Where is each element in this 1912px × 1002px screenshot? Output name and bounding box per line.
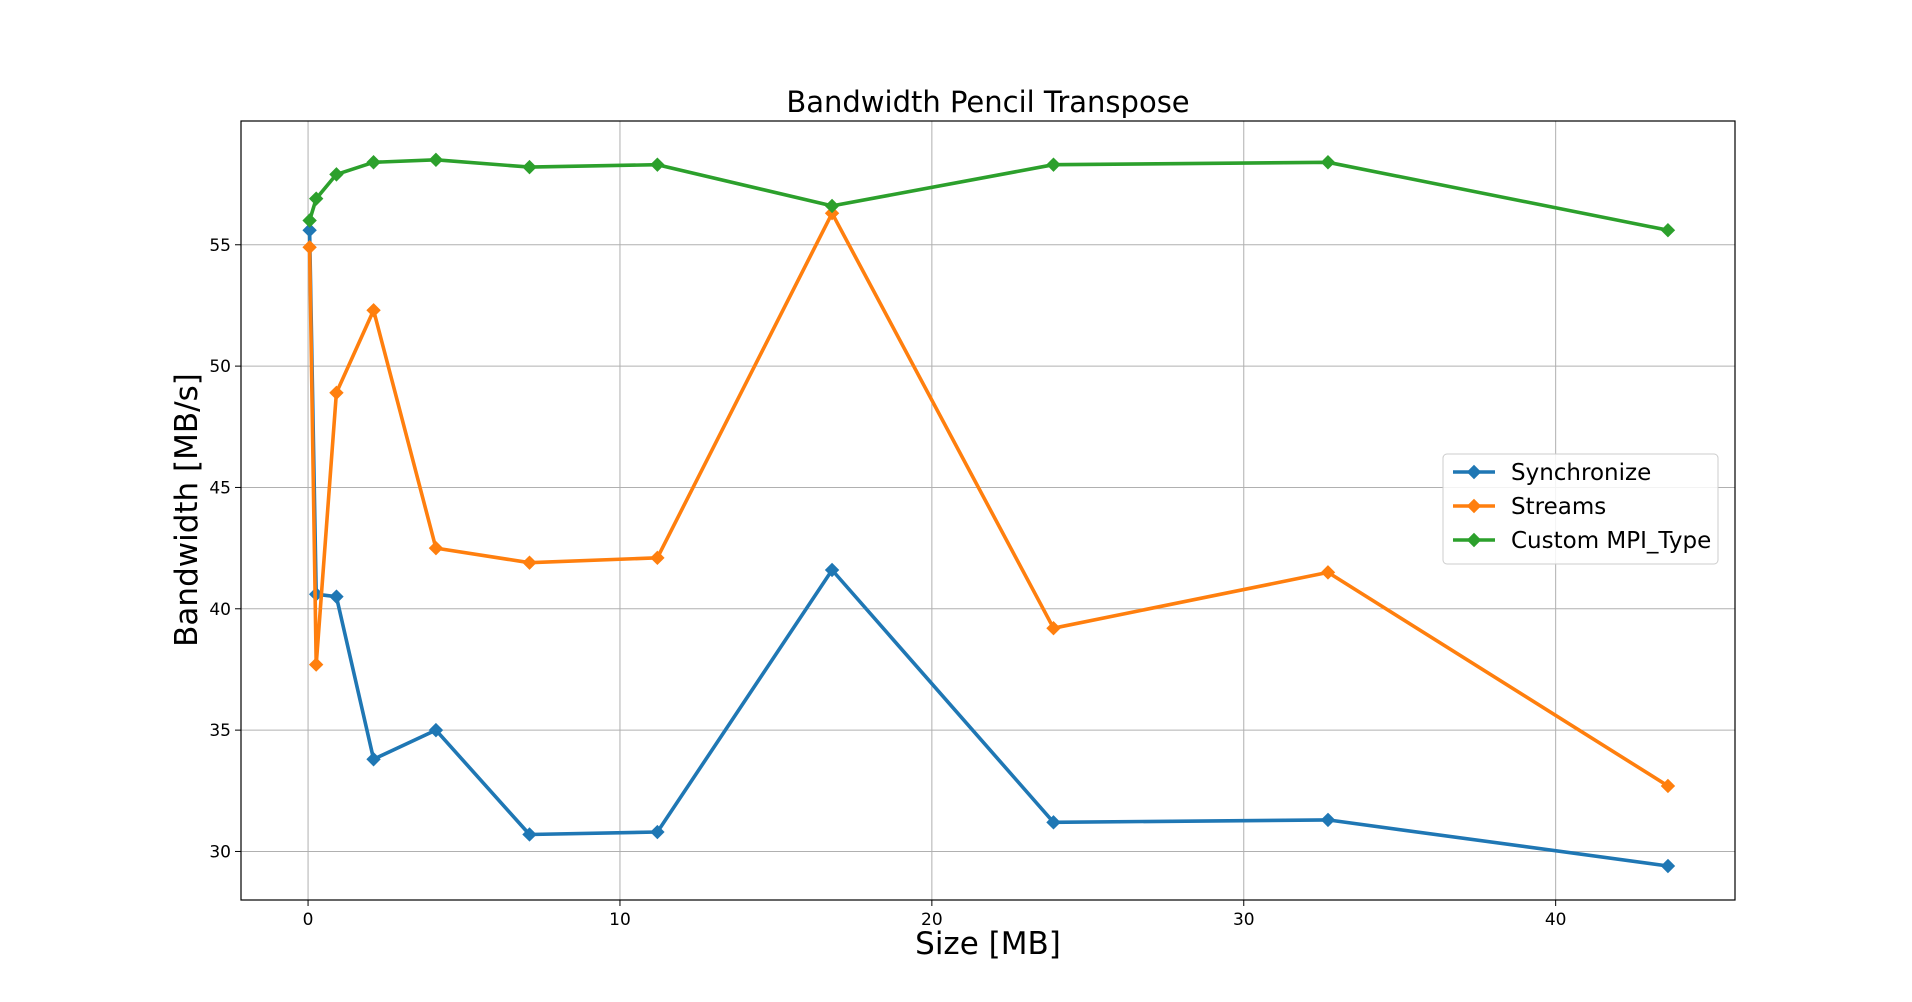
data-point-synchronize xyxy=(329,589,344,604)
data-point-custom-mpi-type xyxy=(302,213,317,228)
series-synchronize xyxy=(302,222,1676,874)
data-point-synchronize xyxy=(1660,858,1676,874)
data-point-custom-mpi-type xyxy=(308,191,324,206)
legend-label: Synchronize xyxy=(1511,460,1651,486)
data-point-synchronize xyxy=(428,722,444,738)
series-streams xyxy=(302,206,1676,794)
legend: Synchronize Streams Custom MPI_Type xyxy=(1442,453,1719,565)
data-point-streams xyxy=(824,206,840,221)
data-point-synchronize xyxy=(302,222,317,238)
data-point-synchronize xyxy=(1046,815,1061,830)
x-tick-label: 10 xyxy=(609,910,631,930)
data-point-streams xyxy=(302,239,317,255)
plot-frame xyxy=(240,120,1736,901)
legend-label: Custom MPI_Type xyxy=(1511,528,1711,554)
legend-swatch-marker xyxy=(1466,464,1482,480)
data-point-custom-mpi-type xyxy=(1320,155,1336,170)
data-point-custom-mpi-type xyxy=(428,152,444,168)
series-layer xyxy=(302,152,1676,874)
legend-label: Streams xyxy=(1511,494,1606,520)
legend-item-streams: Streams xyxy=(1453,494,1606,520)
axis-ticks: 0 10 20 30 40 30 35 40 45 50 55 xyxy=(209,236,1566,930)
x-tick-label: 0 xyxy=(303,910,314,930)
chart-title: Bandwidth Pencil Transpose xyxy=(786,85,1189,119)
data-point-custom-mpi-type xyxy=(1046,157,1061,172)
data-point-custom-mpi-type xyxy=(329,167,344,182)
data-point-streams xyxy=(650,550,665,566)
legend-box xyxy=(1442,453,1719,565)
y-tick-label: 30 xyxy=(209,842,231,862)
data-point-synchronize xyxy=(366,752,381,767)
grid-lines xyxy=(241,121,1735,900)
data-point-streams xyxy=(1660,778,1676,794)
y-tick-label: 55 xyxy=(209,236,231,256)
data-point-synchronize xyxy=(650,824,665,840)
legend-swatch-marker xyxy=(1466,498,1482,514)
legend-swatch-marker xyxy=(1466,532,1482,548)
data-point-streams xyxy=(308,657,324,672)
y-tick-label: 45 xyxy=(209,478,231,498)
y-tick-label: 40 xyxy=(209,600,231,620)
data-point-streams xyxy=(428,540,444,556)
data-point-synchronize xyxy=(1320,812,1336,828)
data-point-streams xyxy=(522,555,537,570)
data-point-synchronize xyxy=(824,562,840,578)
data-point-streams xyxy=(1320,565,1336,580)
data-point-custom-mpi-type xyxy=(824,198,840,214)
data-point-synchronize xyxy=(522,827,537,842)
x-axis-label: Size [MB] xyxy=(915,926,1061,962)
data-point-custom-mpi-type xyxy=(522,159,537,175)
data-point-streams xyxy=(366,303,381,318)
x-tick-label: 20 xyxy=(921,910,943,930)
y-axis-label: Bandwidth [MB/s] xyxy=(169,373,205,647)
data-point-custom-mpi-type xyxy=(650,157,665,172)
series-custom-mpi-type xyxy=(302,152,1676,238)
data-point-custom-mpi-type xyxy=(366,155,381,170)
legend-item-custom-mpi-type: Custom MPI_Type xyxy=(1453,528,1711,554)
x-tick-label: 40 xyxy=(1545,910,1567,930)
data-point-streams xyxy=(1046,620,1061,636)
data-point-streams xyxy=(329,385,344,401)
x-tick-label: 30 xyxy=(1233,910,1255,930)
data-point-custom-mpi-type xyxy=(1660,222,1676,238)
y-tick-label: 35 xyxy=(209,721,231,741)
legend-item-synchronize: Synchronize xyxy=(1453,460,1651,486)
y-tick-label: 50 xyxy=(209,357,231,377)
